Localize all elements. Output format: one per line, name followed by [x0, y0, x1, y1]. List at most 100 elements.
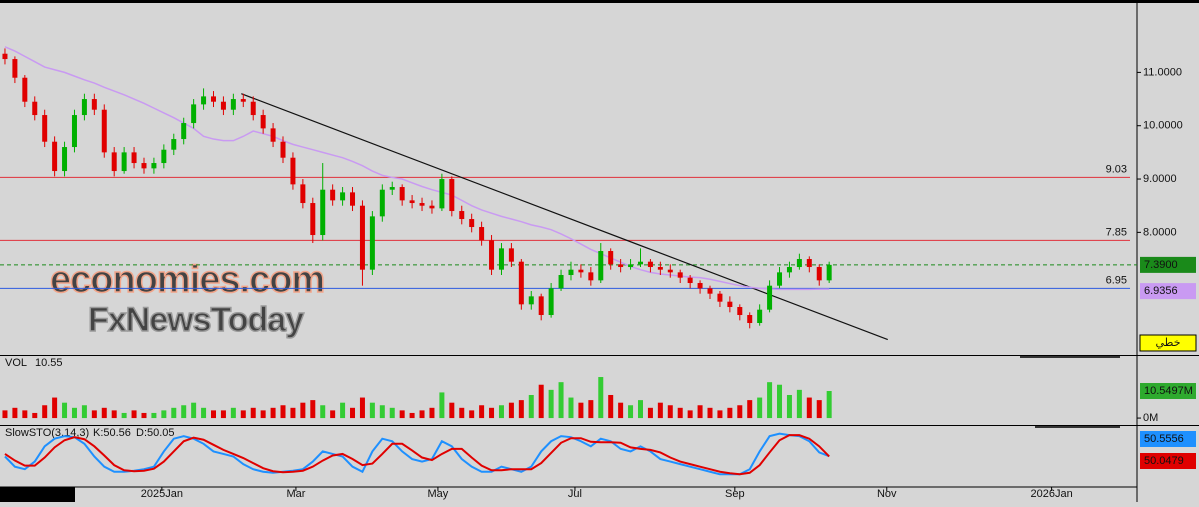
candle-body — [618, 264, 624, 268]
volume-bar — [91, 410, 97, 419]
volume-bar — [439, 392, 445, 419]
volume-bar — [757, 397, 763, 419]
candle-body — [181, 123, 187, 140]
volume-bar — [12, 407, 18, 419]
candle-body — [538, 296, 544, 316]
candle-body — [32, 101, 38, 116]
candle-body — [429, 205, 435, 209]
candle-body — [786, 267, 792, 273]
candle-body — [240, 99, 246, 102]
candle-body — [359, 205, 365, 270]
volume-bar — [191, 402, 197, 419]
volume-bar — [578, 402, 584, 419]
volume-bar — [340, 402, 346, 419]
volume-bar — [350, 407, 356, 419]
legend-entry: D:50.05 — [136, 427, 175, 439]
candle-body — [151, 163, 157, 169]
candle-body — [826, 264, 832, 281]
candle-body — [121, 152, 127, 172]
volume-bar — [379, 405, 385, 419]
volume-bar — [290, 407, 296, 419]
volume-bar — [280, 405, 286, 419]
candle-body — [201, 96, 207, 105]
candle-body — [498, 248, 504, 270]
candle-body — [796, 259, 802, 268]
volume-bar — [777, 384, 783, 419]
volume-bar — [667, 405, 673, 419]
volume-bar — [141, 412, 147, 419]
candle-body — [419, 203, 425, 206]
volume-bar — [479, 405, 485, 419]
candle-body — [588, 272, 594, 281]
candle-body — [757, 309, 763, 324]
candle-body — [816, 267, 822, 281]
candle-body — [737, 307, 743, 316]
candle-body — [459, 211, 465, 220]
volume-bar — [121, 412, 127, 419]
volume-bar — [548, 389, 554, 419]
value-box — [1140, 256, 1196, 273]
candle-body — [697, 283, 703, 289]
volume-bar — [747, 400, 753, 419]
candle-body — [52, 141, 58, 172]
volume-bar — [459, 407, 465, 419]
candle-body — [409, 200, 415, 204]
candle-body — [230, 99, 236, 110]
trendline — [241, 93, 888, 341]
candle-body — [489, 240, 495, 270]
candle-body — [300, 184, 306, 204]
chart-type-label: خطي — [1156, 337, 1181, 349]
volume-bar — [498, 405, 504, 419]
candle-body — [191, 104, 197, 124]
candle-body — [270, 128, 276, 142]
volume-bar — [508, 402, 514, 419]
candle-body — [518, 261, 524, 305]
candle-body — [350, 192, 356, 206]
volume-bar — [647, 407, 653, 419]
x-tick-label: May — [428, 488, 449, 500]
volume-bar — [399, 410, 405, 419]
value-box-label: 7.3900 — [1144, 259, 1178, 271]
candle-body — [71, 115, 77, 148]
volume-bar — [181, 405, 187, 419]
volume-bar — [320, 405, 326, 419]
candle-body — [667, 269, 673, 273]
volume-bar — [52, 397, 58, 419]
top-border — [0, 0, 1199, 3]
candle-body — [548, 288, 554, 316]
y-tick-label: 10.0000 — [1143, 120, 1183, 132]
y-tick-label: 11.0000 — [1143, 66, 1182, 78]
volume-bar — [469, 410, 475, 419]
candle-body — [777, 272, 783, 286]
volume-bar — [161, 410, 167, 419]
volume-bar — [767, 382, 773, 419]
corner — [0, 487, 75, 502]
candle-body — [12, 59, 18, 78]
volume-bar — [42, 405, 48, 419]
watermark: economies.com — [50, 259, 324, 301]
candle-body — [628, 264, 634, 268]
x-tick-label: 2026Jan — [1030, 488, 1072, 500]
candle-body — [657, 267, 663, 270]
candle-body — [647, 261, 653, 268]
candle-body — [340, 192, 346, 201]
candle-body — [81, 99, 87, 116]
y-tick-label: 0M — [1143, 412, 1158, 424]
candle-body — [111, 152, 117, 172]
volume-bar — [657, 402, 663, 419]
candle-body — [449, 179, 455, 212]
panel-title: VOL — [5, 357, 27, 369]
volume-bar — [71, 407, 77, 419]
candle-body — [717, 293, 723, 302]
volume-bar — [558, 382, 564, 419]
watermark: FxNewsToday — [88, 301, 304, 339]
volume-bar — [806, 397, 812, 419]
oscillator-line — [4, 434, 830, 476]
value-box — [1140, 283, 1196, 300]
candle-body — [101, 109, 107, 153]
volume-bar — [201, 407, 207, 419]
volume-bar — [717, 410, 723, 419]
value-box — [1140, 431, 1196, 447]
volume-bar — [598, 377, 604, 419]
